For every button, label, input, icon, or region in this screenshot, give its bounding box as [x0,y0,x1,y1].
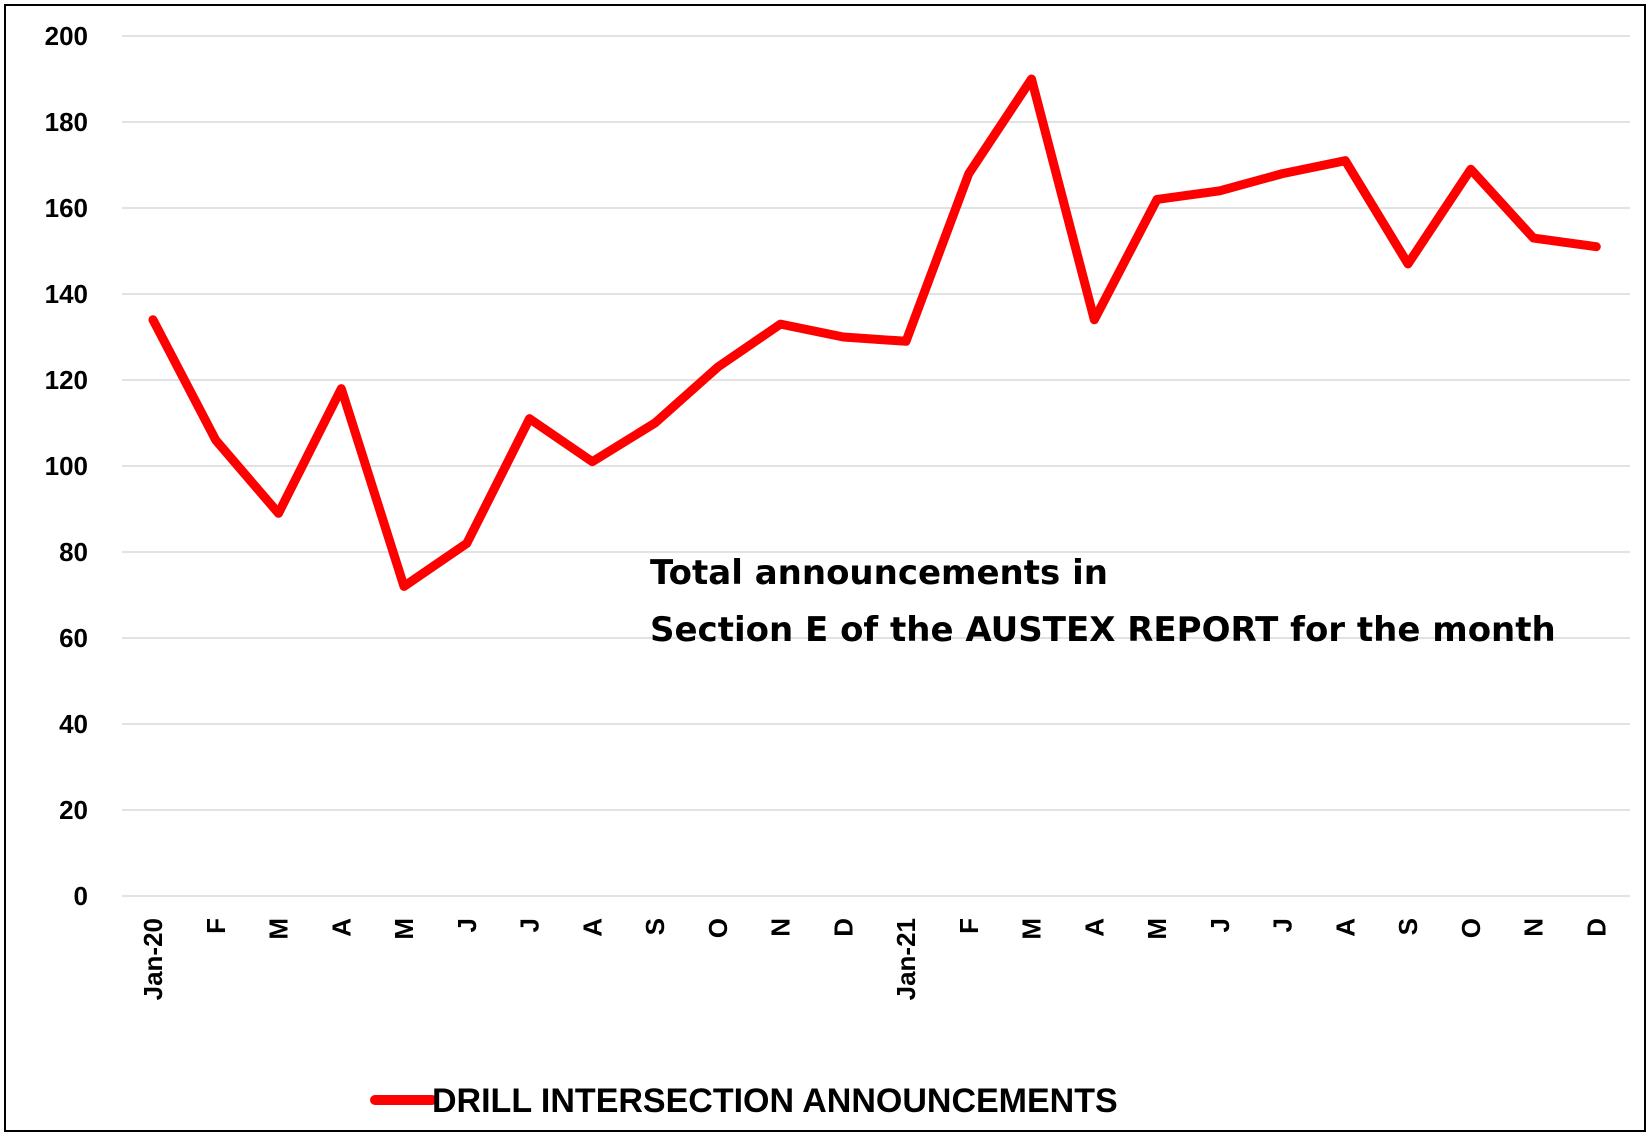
x-tick-label: M [389,918,419,940]
x-tick-label: F [954,918,984,934]
x-tick-label: J [1268,918,1298,932]
x-axis-ticks: Jan-20 F M A M J J A S O N D Jan-21 F M A M J J A S O N D [138,918,1611,1001]
x-tick-label: M [264,918,294,940]
y-tick-label: 120 [45,365,88,395]
x-tick-label: A [326,918,356,937]
x-tick-label: J [515,918,545,932]
y-tick-label: 40 [59,709,88,739]
y-tick-label: 100 [45,451,88,481]
x-tick-label: A [577,918,607,937]
x-tick-label: N [1519,918,1549,937]
annotation-line-1: Total announcements in [650,553,1108,593]
y-tick-label: 160 [45,193,88,223]
x-tick-label: A [1079,918,1109,937]
y-tick-label: 60 [59,623,88,653]
y-tick-label: 80 [59,537,88,567]
x-tick-label: M [1017,918,1047,940]
annotation-line-2: Section E of the AUSTEX REPORT for the m… [650,610,1556,650]
x-tick-label: D [1581,918,1611,937]
x-tick-label: S [1393,918,1423,935]
y-tick-label: 0 [74,881,88,911]
annotation: Total announcements in Section E of the … [650,553,1556,650]
legend: DRILL INTERSECTION ANNOUNCEMENTS [370,1082,1118,1120]
x-tick-label: S [640,918,670,935]
series-line [148,74,1601,591]
y-tick-label: 200 [45,21,88,51]
x-tick-label: J [452,918,482,932]
y-tick-label: 20 [59,795,88,825]
x-tick-label: F [201,918,231,934]
x-tick-label: J [1205,918,1235,932]
series-layer [148,74,1601,591]
x-tick-label: Jan-20 [138,918,168,1000]
legend-label: DRILL INTERSECTION ANNOUNCEMENTS [432,1082,1118,1120]
chart-frame [4,4,1646,1132]
x-tick-label: O [1456,918,1486,938]
x-tick-label: Jan-21 [891,918,921,1000]
gridlines [122,35,1630,897]
x-tick-label: N [766,918,796,937]
y-tick-label: 140 [45,279,88,309]
x-tick-label: O [703,918,733,938]
x-tick-label: D [828,918,858,937]
x-tick-label: A [1330,918,1360,937]
y-tick-label: 180 [45,107,88,137]
y-axis-ticks: 0 20 40 60 80 100 120 140 160 180 200 [45,21,88,911]
x-tick-label: M [1142,918,1172,940]
